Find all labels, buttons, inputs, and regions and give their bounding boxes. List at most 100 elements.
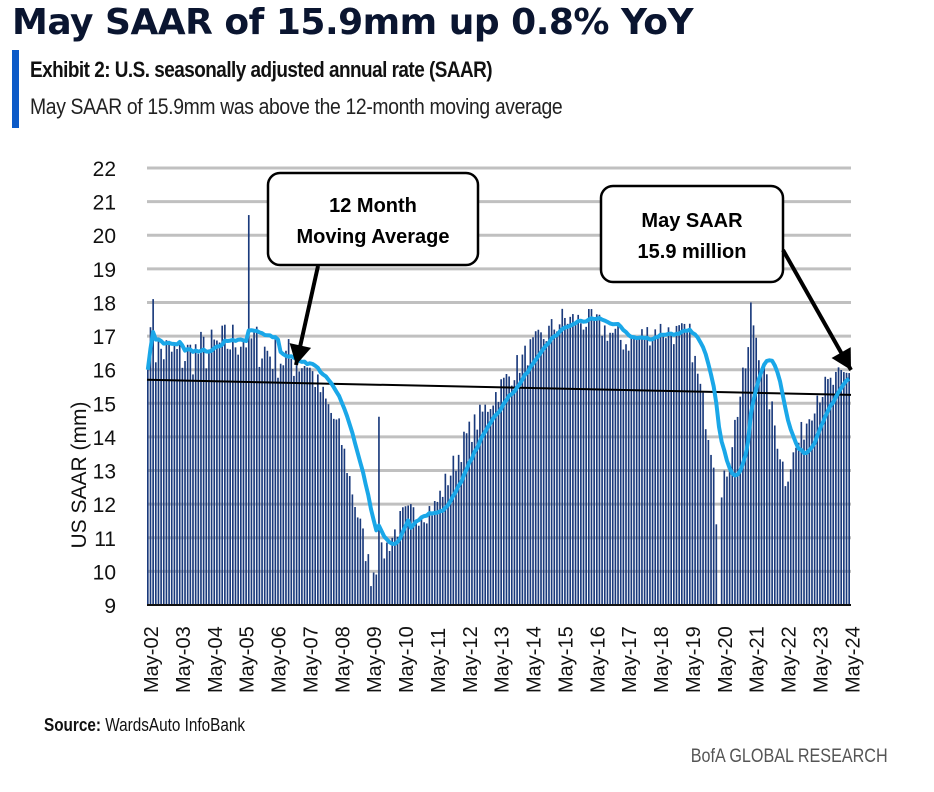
bar-May-09 (370, 586, 372, 605)
bar-Jul-13 (502, 377, 505, 605)
trend-line-group (146, 378, 852, 396)
bar-Jan-15 (550, 319, 553, 605)
bar-Apr-11 (431, 515, 433, 605)
bar-Jul-03 (184, 361, 186, 605)
bar-May-23 (816, 395, 819, 605)
bar-Jul-21 (758, 360, 760, 605)
x-tick-label: May-22 (779, 626, 801, 693)
bar-Aug-07 (314, 386, 317, 605)
y-tick-label: 20 (93, 225, 116, 248)
accent-bar (12, 50, 19, 128)
bar-May-22 (784, 486, 787, 605)
y-tick-label: 12 (93, 494, 116, 517)
source-note: Source: WardsAuto InfoBank (44, 715, 245, 736)
bar-Aug-10 (410, 504, 412, 605)
bar-Jun-18 (659, 323, 662, 605)
bar-Dec-06 (293, 375, 295, 605)
bar-Feb-18 (649, 345, 651, 605)
bar-Mar-11 (428, 506, 431, 605)
bar-May-12 (465, 433, 468, 605)
bar-Jun-13 (500, 379, 502, 605)
bar-Nov-21 (768, 409, 771, 605)
bar-May-11 (433, 501, 436, 605)
bar-May-19 (688, 323, 691, 605)
bar-Aug-22 (792, 452, 795, 605)
bar-Jun-14 (532, 337, 534, 605)
ma-callout-line1: 12 Month (329, 195, 417, 217)
bar-Feb-17 (617, 325, 619, 605)
bar-Sep-16 (603, 325, 606, 605)
bar-May-10 (402, 507, 404, 605)
bar-Apr-21 (750, 302, 752, 605)
bar-Dec-14 (548, 325, 550, 605)
bar-Jul-04 (216, 340, 218, 605)
bar-Jun-08 (340, 445, 343, 605)
exhibit-subtitle: May SAAR of 15.9mm was above the 12-mont… (30, 94, 563, 119)
bar-Jun-21 (755, 337, 758, 605)
bar-Nov-12 (481, 411, 484, 605)
bar-Sep-23 (827, 379, 829, 605)
bar-Nov-04 (226, 348, 229, 605)
bar-Jul-07 (311, 371, 314, 605)
bar-Oct-20 (734, 419, 736, 605)
bar-Feb-12 (457, 454, 460, 605)
bar-Oct-16 (606, 340, 609, 605)
bar-Jul-02 (152, 299, 154, 605)
bar-Sep-04 (221, 325, 224, 605)
bar-Nov-05 (258, 366, 261, 605)
bar-Nov-13 (513, 380, 516, 605)
y-tick-label: 15 (93, 393, 116, 416)
bar-Dec-10 (420, 518, 423, 605)
bar-Aug-14 (537, 329, 540, 605)
bar-Sep-12 (476, 429, 479, 605)
y-tick-label: 14 (93, 427, 117, 450)
bar-Aug-23 (824, 376, 827, 605)
bar-Oct-12 (479, 404, 481, 605)
bar-Dec-15 (580, 323, 582, 605)
bar-Jul-18 (662, 336, 665, 605)
bar-Mar-06 (269, 356, 271, 605)
bar-Apr-13 (495, 392, 497, 605)
moving-average-line (145, 316, 851, 546)
bar-Jan-16 (582, 329, 585, 605)
bar-Jun-07 (309, 367, 311, 605)
brand-label: BofA GLOBAL RESEARCH (691, 746, 888, 767)
bar-Apr-03 (176, 349, 178, 605)
bar-Jul-10 (407, 505, 409, 605)
bar-Dec-21 (771, 401, 773, 605)
source-text: WardsAuto InfoBank (105, 715, 245, 735)
bar-Sep-03 (189, 344, 192, 605)
bar-Mar-23 (811, 420, 813, 605)
bar-Dec-07 (324, 398, 327, 605)
bar-Aug-04 (218, 342, 221, 605)
bar-May-07 (306, 367, 309, 605)
bar-Jan-10 (391, 537, 394, 605)
trend-line (146, 378, 852, 396)
bar-Feb-14 (521, 354, 524, 605)
annotations: 12 Month Moving Average May SAAR 15.9 milli… (266, 171, 853, 371)
bar-Aug-15 (569, 316, 572, 605)
bar-Sep-20 (731, 447, 734, 605)
bar-Jul-08 (343, 448, 346, 605)
x-tick-label: May-18 (651, 626, 673, 693)
exhibit-title: Exhibit 2: U.S. seasonally adjusted annu… (30, 57, 493, 82)
bar-Aug-18 (665, 338, 667, 605)
x-tick-label: May-10 (396, 626, 418, 693)
may-callout-line2: 15.9 million (638, 241, 747, 263)
bar-Jun-11 (436, 501, 439, 605)
bar-Jun-09 (372, 572, 375, 605)
bar-Oct-09 (383, 558, 386, 605)
bar-Sep-18 (667, 327, 670, 605)
bar-Jul-06 (279, 363, 282, 605)
bar-May-15 (561, 308, 564, 605)
bar-Sep-02 (157, 338, 160, 605)
bar-Mar-04 (205, 368, 208, 605)
bar-Nov-14 (545, 341, 548, 605)
bar-Nov-10 (417, 525, 420, 605)
bar-Apr-24 (845, 372, 848, 605)
bar-Sep-19 (699, 383, 702, 605)
bar-Oct-02 (160, 348, 162, 605)
bar-Apr-08 (335, 419, 338, 605)
bar-Feb-04 (202, 336, 205, 605)
bar-Aug-13 (505, 374, 508, 605)
